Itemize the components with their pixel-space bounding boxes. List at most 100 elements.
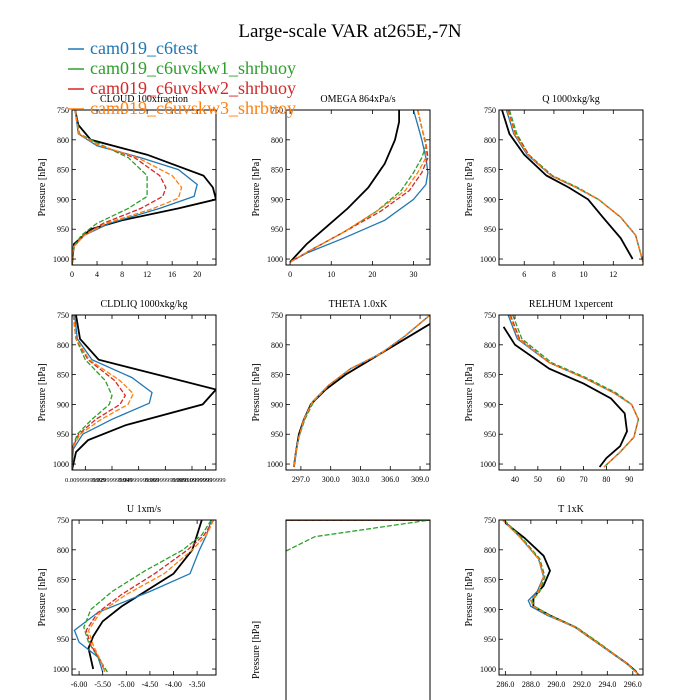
y-tick-label: 900	[57, 195, 69, 204]
x-tick-label: -5.00	[118, 680, 135, 689]
panel-0-series	[72, 110, 216, 265]
y-tick-label: 800	[57, 136, 69, 145]
y-tick-label: 1000	[480, 665, 496, 674]
panel-0-frame	[71, 109, 217, 266]
series-line-cam019_c6uvskw1_shrbuoy	[289, 110, 427, 263]
series-line-cam019_c6uvskw3_shrbuoy	[72, 110, 183, 265]
x-tick-label: 30	[410, 270, 418, 279]
panel-2-series	[501, 110, 643, 263]
x-tick-label: 8	[552, 270, 556, 279]
series-line-cam019_c6uvskw2_shrbuoy	[289, 110, 429, 263]
y-tick-label: 900	[271, 400, 283, 409]
x-tick-label: 288.0	[522, 680, 540, 689]
y-axis-label: Pressure [hPa]	[251, 363, 262, 421]
y-tick-label: 800	[484, 546, 496, 555]
panel-5-frame	[498, 314, 644, 471]
series-line-cam019_c6uvskw2_shrbuoy	[502, 520, 640, 675]
x-tick-label: -4.50	[142, 680, 159, 689]
y-tick-label: 750	[57, 106, 69, 115]
y-tick-label: 800	[271, 136, 283, 145]
y-axis-label: Pressure [hPa]	[251, 621, 262, 679]
series-line-cam019_c6uvskw1_shrbuoy	[83, 520, 212, 673]
panel-title: CLDLIQ 1000xkg/kg	[101, 299, 188, 310]
y-tick-label: 800	[57, 546, 69, 555]
y-tick-label: 800	[57, 341, 69, 350]
panel-title: OMEGA 864xPa/s	[320, 94, 395, 105]
series-line-control	[501, 110, 634, 260]
x-tick-label: 0.00999999999	[65, 477, 106, 484]
y-axis-label: Pressure [hPa]	[464, 363, 475, 421]
x-tick-label: 12	[143, 270, 151, 279]
y-tick-label: 950	[271, 430, 283, 439]
panel-2-frame	[498, 109, 644, 266]
x-tick-label: 303.0	[351, 475, 369, 484]
x-tick-label: 40	[511, 475, 519, 484]
legend-entry: cam019_c6uvskw3_shrbuoy	[90, 98, 296, 118]
panel-5: RELHUM 1xpercent Pressure [hPa] 750 800 850 9…	[464, 299, 644, 484]
series-line-control	[289, 110, 401, 263]
y-tick-label: 1000	[480, 255, 496, 264]
y-tick-label: 750	[484, 516, 496, 525]
y-tick-label: 850	[57, 576, 69, 585]
x-tick-label: 0.02999999999	[92, 477, 133, 484]
y-tick-label: 850	[484, 166, 496, 175]
y-tick-label: 750	[57, 311, 69, 320]
panel-8-frame	[498, 519, 644, 676]
x-tick-label: 296.0	[624, 680, 642, 689]
series-line-cam019_c6uvskw2_shrbuoy	[85, 520, 215, 673]
x-tick-label: 60	[557, 475, 565, 484]
x-tick-label: 309.0	[411, 475, 429, 484]
series-line-control	[293, 323, 430, 468]
panel-4-series	[293, 315, 430, 468]
x-tick-label: 300.0	[322, 475, 340, 484]
panel-1: OMEGA 864xPa/s Pressure [hPa] 750 800 850 900…	[251, 94, 431, 279]
series-line-cam019_c6test	[293, 315, 430, 468]
series-line-cam019_c6uvskw2_shrbuoy	[72, 110, 167, 265]
y-tick-label: 800	[271, 341, 283, 350]
panel-8-series	[502, 520, 640, 675]
panel-3-frame	[71, 314, 217, 471]
y-tick-label: 850	[57, 166, 69, 175]
y-tick-label: 950	[57, 225, 69, 234]
x-tick-label: 10	[327, 270, 335, 279]
panel-title: Q 1000xkg/kg	[542, 94, 600, 105]
panel-0: CLOUD 100xfraction Pressure [hPa] 750 800 85…	[37, 94, 217, 279]
x-tick-label: 20	[193, 270, 201, 279]
y-tick-label: 900	[484, 195, 496, 204]
panel-title: RELHUM 1xpercent	[529, 299, 613, 310]
y-axis-label: Pressure [hPa]	[37, 568, 48, 626]
series-line-cam019_c6uvskw1_shrbuoy	[512, 315, 640, 468]
y-tick-label: 950	[484, 225, 496, 234]
x-tick-label: -3.50	[189, 680, 206, 689]
x-tick-label: 20	[368, 270, 376, 279]
legend: cam019_c6testcam019_c6uvskw1_shrbuoycam0…	[68, 38, 296, 118]
panel-6: U 1xm/s Pressure [hPa] 750 800 850 900 950 1000…	[37, 504, 217, 689]
panel-title: U 1xm/s	[127, 504, 161, 515]
x-tick-label: 286.0	[496, 680, 514, 689]
y-tick-label: 750	[484, 311, 496, 320]
series-line-cam019_c6uvskw3_shrbuoy	[289, 110, 427, 263]
panel-7-series	[286, 520, 430, 552]
panel-4-frame	[285, 314, 431, 471]
series-line-cam019_c6uvskw1_shrbuoy	[293, 315, 430, 468]
x-tick-label: 80	[602, 475, 610, 484]
y-tick-label: 900	[57, 605, 69, 614]
x-tick-label: 4	[95, 270, 99, 279]
panel-4: THETA 1.0xK Pressure [hPa] 750 800 850 900 950…	[251, 299, 431, 484]
y-tick-label: 950	[484, 635, 496, 644]
y-tick-label: 900	[484, 400, 496, 409]
panel-5-series	[502, 315, 640, 468]
y-tick-label: 900	[484, 605, 496, 614]
y-tick-label: 850	[484, 576, 496, 585]
y-tick-label: 750	[271, 106, 283, 115]
y-axis-label: Pressure [hPa]	[37, 158, 48, 216]
panel-6-frame	[71, 519, 217, 676]
series-line-cam019_c6uvskw1_shrbuoy	[286, 520, 430, 552]
x-tick-label: -6.00	[71, 680, 88, 689]
series-line-cam019_c6test	[72, 315, 153, 470]
x-tick-label: 0.09999999999	[185, 477, 226, 484]
y-tick-label: 1000	[53, 255, 69, 264]
x-tick-label: 16	[168, 270, 176, 279]
